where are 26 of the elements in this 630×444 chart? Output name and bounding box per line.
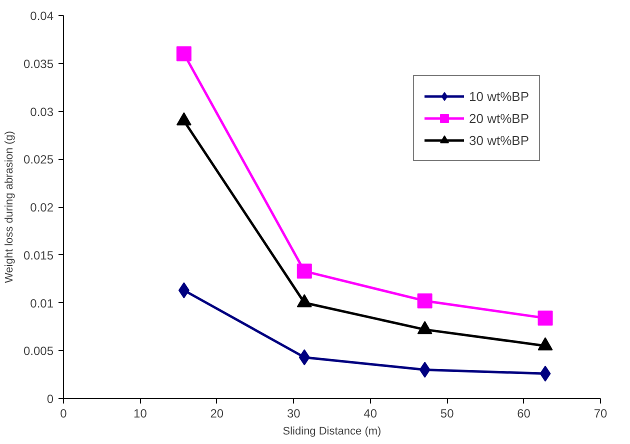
- x-tick-label: 0: [60, 406, 68, 420]
- point: [176, 46, 192, 62]
- x-tick-label: 70: [594, 406, 608, 420]
- x-tick-label: 60: [517, 406, 531, 420]
- y-tick-label: 0.025: [23, 152, 54, 167]
- y-tick-label: 0.035: [23, 56, 54, 71]
- x-tick-label: 20: [210, 406, 224, 420]
- point: [417, 293, 432, 308]
- y-tick-label: 0.005: [23, 344, 54, 358]
- y-tick-label: 0.03: [30, 104, 54, 119]
- x-tick-label: 10: [134, 406, 148, 420]
- y-tick-label: 0.015: [23, 248, 54, 262]
- legend-label: 10 wt%BP: [469, 88, 529, 104]
- x-tick-label: 40: [364, 406, 378, 420]
- y-tick-label: 0.01: [30, 296, 54, 310]
- y-axis-title: Weight loss during abrasion (g): [3, 130, 16, 284]
- y-tick-label: 0: [46, 392, 54, 406]
- x-tick-label: 50: [440, 406, 454, 420]
- x-axis-title: Sliding Distance (m): [282, 426, 382, 438]
- point: [296, 264, 312, 279]
- point: [538, 310, 553, 326]
- legend-label: 20 wt%BP: [469, 110, 529, 126]
- legend-label: 30 wt%BP: [469, 132, 529, 148]
- y-tick-label: 0.04: [30, 9, 54, 23]
- x-tick-label: 30: [286, 406, 301, 420]
- y-tick-label: 0.02: [30, 200, 54, 214]
